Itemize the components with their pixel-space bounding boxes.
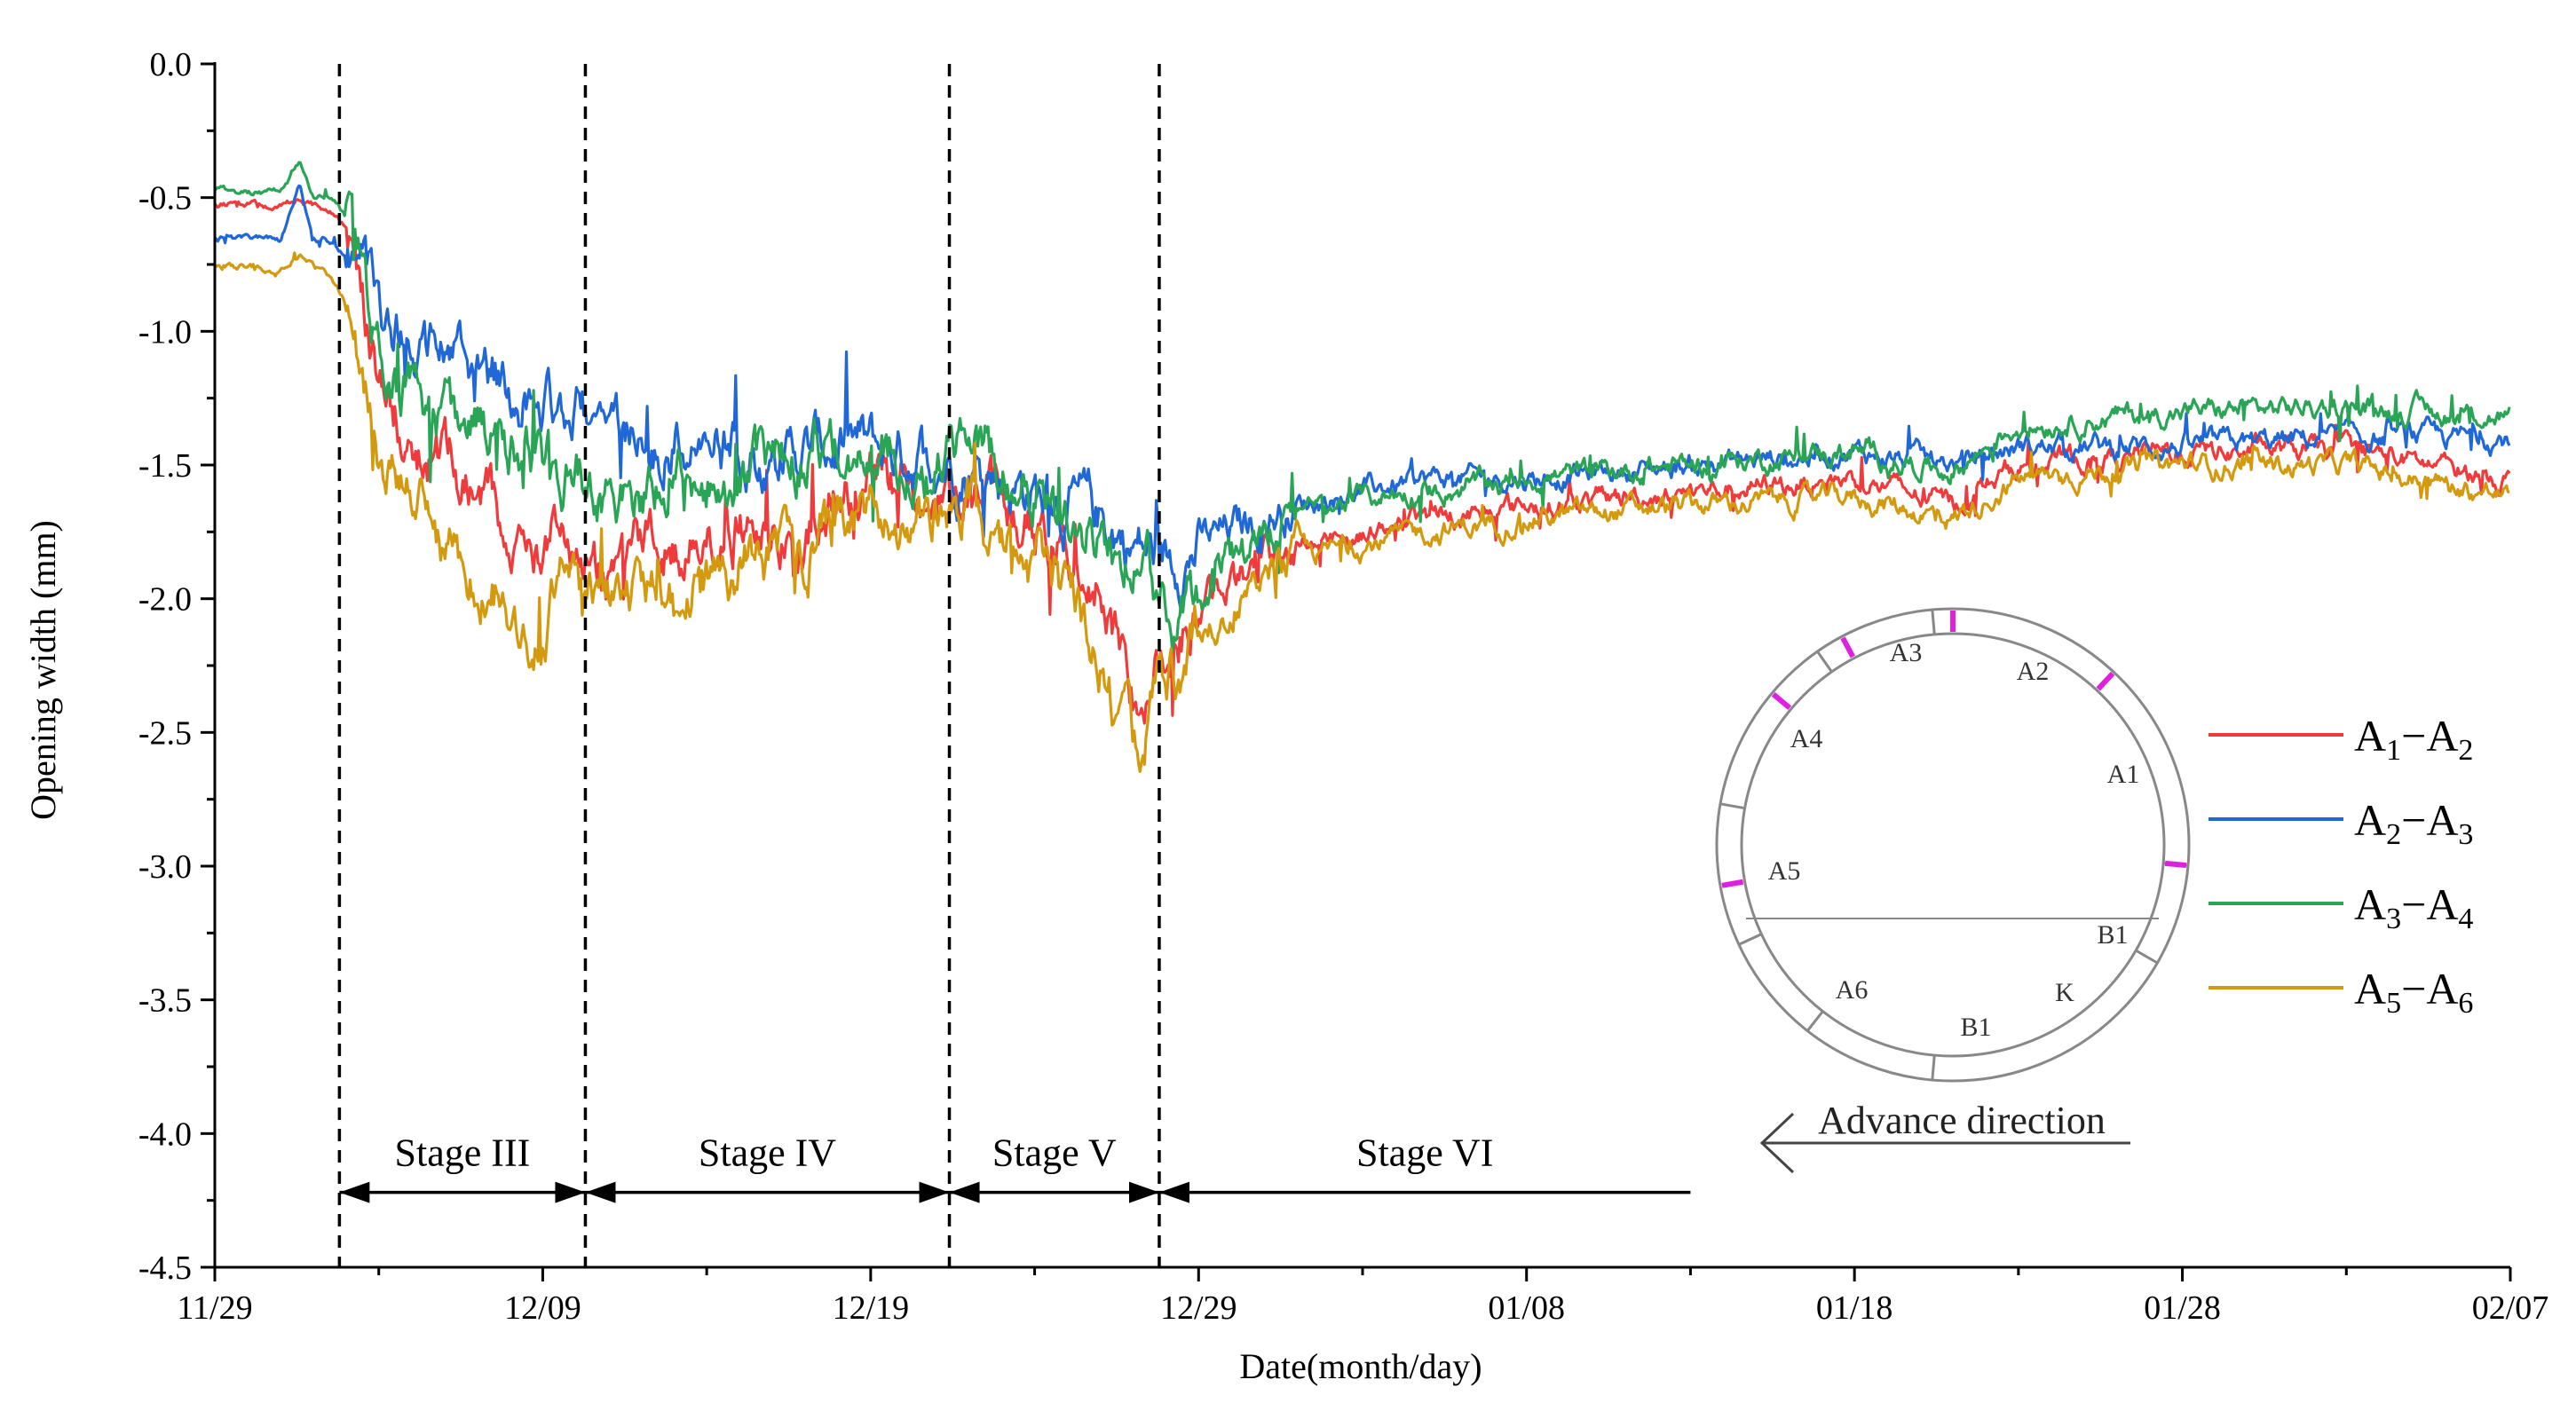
ring-joint-marker bbox=[1721, 879, 1744, 888]
series-line-a2-a3 bbox=[213, 184, 2511, 613]
ring-joint bbox=[1806, 1010, 1824, 1032]
stage-label: Stage VI bbox=[1356, 1131, 1493, 1175]
y-tick-label: -1.5 bbox=[138, 447, 192, 485]
x-tick-label: 01/18 bbox=[1816, 1289, 1893, 1327]
legend-label-part: 3 bbox=[2386, 903, 2401, 935]
legend-label-part: 1 bbox=[2386, 734, 2401, 767]
y-tick-label: 0.0 bbox=[150, 46, 193, 83]
stage-annotations: Stage III Stage IV Stage V Stage VI bbox=[337, 64, 1691, 1267]
y-axis-title: Opening width (mm) bbox=[23, 520, 63, 820]
legend-label-part: A bbox=[2426, 711, 2458, 761]
ring-segment-label: A5 bbox=[1768, 856, 1801, 886]
x-tick-label: 11/29 bbox=[177, 1289, 252, 1327]
legend-label-part: A bbox=[2354, 711, 2386, 761]
y-tick-label: -2.0 bbox=[138, 581, 192, 619]
ring-segment-labels: A3 A2 A1 A4 A5 B1 A6 B1 K bbox=[1768, 638, 2140, 1042]
legend-label-part: 4 bbox=[2458, 903, 2473, 935]
x-tick-label: 01/28 bbox=[2144, 1289, 2221, 1327]
ring-joint bbox=[1816, 650, 1833, 673]
legend-label-part: A bbox=[2426, 879, 2458, 929]
ring-segment-label: A1 bbox=[2107, 760, 2140, 789]
ring-joint bbox=[1738, 933, 1762, 946]
tunnel-ring-inset: A3 A2 A1 A4 A5 B1 A6 B1 K Advance direction bbox=[1715, 607, 2191, 1174]
ring-joint bbox=[1931, 1054, 1936, 1081]
legend-label-part: − bbox=[2401, 964, 2426, 1013]
series-lines bbox=[213, 161, 2511, 774]
advance-direction-label: Advance direction bbox=[1818, 1099, 2106, 1142]
y-tick-label: -3.0 bbox=[138, 848, 192, 886]
y-tick-label: -4.5 bbox=[138, 1250, 192, 1287]
ring-joint bbox=[1931, 609, 1936, 635]
ring-joint-marker bbox=[2096, 671, 2115, 691]
ring-segment-label: A4 bbox=[1790, 724, 1823, 753]
legend-label-part: 2 bbox=[2458, 734, 2473, 767]
ring-joints bbox=[1719, 609, 2189, 1081]
ring-segment-label: A6 bbox=[1836, 975, 1869, 1005]
legend-label-part: A bbox=[2354, 964, 2386, 1013]
legend-label-part: 6 bbox=[2458, 987, 2473, 1020]
stage-arrow-head-left bbox=[339, 1181, 370, 1203]
ring-outer bbox=[1715, 607, 2191, 1083]
ring-joint bbox=[2135, 949, 2159, 965]
ring-segment-label: A2 bbox=[2017, 657, 2050, 686]
legend-label-part: − bbox=[2401, 795, 2426, 845]
legend-label-part: − bbox=[2401, 879, 2426, 929]
legend-label-part: 2 bbox=[2386, 818, 2401, 851]
x-tick-label: 12/29 bbox=[1160, 1289, 1237, 1327]
legend-label: A5−A6 bbox=[2354, 964, 2473, 1020]
ring-segment-label: B1 bbox=[2097, 920, 2128, 950]
x-axis-title: Date(month/day) bbox=[1239, 1346, 1482, 1386]
series-line-a3-a4 bbox=[213, 161, 2511, 653]
y-tick-label: -3.5 bbox=[138, 982, 192, 1020]
legend-label-part: A bbox=[2354, 879, 2386, 929]
stage-label: Stage III bbox=[395, 1131, 531, 1175]
axes: 0.0-0.5-1.0-1.5-2.0-2.5-3.0-3.5-4.0-4.5 … bbox=[138, 46, 2548, 1327]
x-tick-label: 02/07 bbox=[2472, 1289, 2549, 1327]
stage-arrow-head-left bbox=[585, 1181, 616, 1203]
legend-label-part: A bbox=[2354, 795, 2386, 845]
stage-label: Stage IV bbox=[699, 1131, 836, 1175]
y-axis-ticks: 0.0 -0.5 -1.0 -1.5 -2.0 -2.5 -3.0 -3.5 -4.0 -4.5 bbox=[138, 46, 215, 1287]
ring-segment-label: A3 bbox=[1890, 638, 1923, 667]
stage-arrow-head-right bbox=[919, 1181, 950, 1203]
x-axis-ticks: 11/29 12/09 12/19 12/29 01/08 01/18 01/28 02/07 bbox=[177, 1267, 2548, 1327]
legend-label-part: − bbox=[2401, 711, 2426, 761]
y-tick-label: -4.0 bbox=[138, 1116, 192, 1153]
ring-joint-marker bbox=[1840, 636, 1855, 658]
ring-inner bbox=[1740, 632, 2166, 1058]
x-tick-label: 12/19 bbox=[833, 1289, 910, 1327]
y-tick-label: -1.0 bbox=[138, 313, 192, 351]
legend-label: A1−A2 bbox=[2354, 711, 2473, 767]
y-tick-label: -2.5 bbox=[138, 714, 192, 752]
advance-arrow-head bbox=[1759, 1112, 1795, 1174]
legend-label-part: 5 bbox=[2386, 987, 2401, 1020]
legend-label-part: 3 bbox=[2458, 818, 2473, 851]
ring-segment-label: K bbox=[2055, 978, 2074, 1007]
y-tick-label: -0.5 bbox=[138, 180, 192, 217]
stage-label: Stage V bbox=[992, 1131, 1117, 1175]
series-line-a5-a6 bbox=[214, 251, 2510, 774]
legend-label-part: A bbox=[2426, 795, 2458, 845]
advance-direction: Advance direction bbox=[1759, 1099, 2130, 1174]
stage-arrow-head-left bbox=[1158, 1181, 1189, 1203]
ring-segment-label: B1 bbox=[1960, 1013, 1991, 1042]
x-tick-label: 01/08 bbox=[1488, 1289, 1565, 1327]
stage-arrow-head-right bbox=[1128, 1181, 1159, 1203]
ring-joint-marker bbox=[1771, 692, 1792, 711]
legend-label: A3−A4 bbox=[2354, 879, 2473, 935]
legend-label-part: A bbox=[2426, 964, 2458, 1013]
x-tick-label: 12/09 bbox=[504, 1289, 581, 1327]
ring-joint bbox=[1719, 802, 1745, 810]
stage-arrow-head-left bbox=[949, 1181, 980, 1203]
ring-joint-marker bbox=[2164, 860, 2187, 868]
legend-label: A2−A3 bbox=[2354, 795, 2473, 851]
stage-arrow-head-right bbox=[555, 1181, 586, 1203]
